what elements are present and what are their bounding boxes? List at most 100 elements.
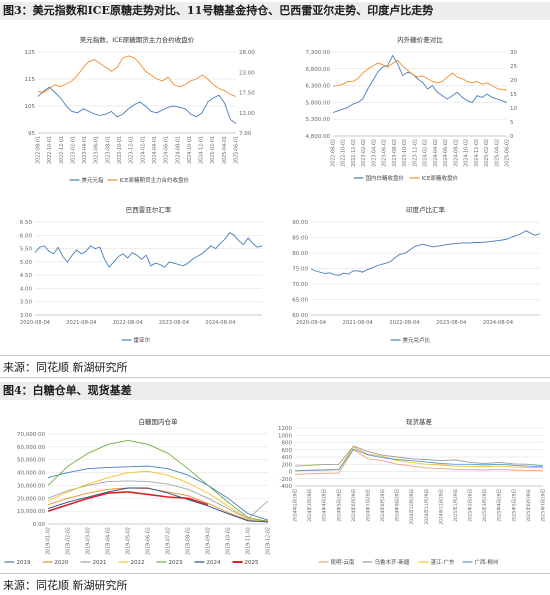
legend-label: 广西-柳州 bbox=[475, 558, 499, 566]
x-tick-label: 2022-10-02 bbox=[341, 139, 347, 167]
x-tick-label: 2020-08-04 bbox=[296, 320, 327, 326]
y-tick-label: 4,800.00 bbox=[306, 134, 331, 140]
legend-label: 2021 bbox=[93, 560, 107, 566]
x-tick-label: 2024年3月29日 bbox=[306, 489, 313, 522]
x-tick-label: 2024-12-02 bbox=[474, 139, 480, 167]
y-tick-label: 1000 bbox=[278, 433, 292, 439]
y-tick-label: 50,000.00 bbox=[17, 458, 45, 464]
y2-tick-label: 10 bbox=[510, 106, 517, 112]
x-tick-label: 2019-09-02 bbox=[206, 527, 212, 555]
chart-brl: 巴西雷亚尔汇率 3.00 3.50 4.00 4.50 5.00 5.50 6.00 6.50 2… bbox=[0, 200, 275, 352]
y-tick-label: 4.50 bbox=[20, 273, 33, 279]
figure4-title: 图4：白糖仓单、现货基差 bbox=[0, 382, 550, 400]
x-tick-label: 2025-06-01 bbox=[234, 136, 240, 164]
y-tick-label: 6.50 bbox=[20, 220, 33, 226]
series-line bbox=[47, 470, 269, 523]
x-tick-label: 2025-06-02 bbox=[505, 139, 511, 167]
series-line bbox=[294, 448, 544, 472]
legend-label: 国内白糖收盘价 bbox=[366, 174, 405, 182]
y2-tick-label: 17.50 bbox=[239, 91, 255, 97]
x-tick-label: 2022-12-01 bbox=[59, 136, 65, 164]
x-tick-label: 2024-08-04 bbox=[205, 320, 236, 326]
x-tick-label: 2020-08-04 bbox=[20, 320, 51, 326]
x-tick-label: 2021-08-04 bbox=[66, 320, 97, 326]
chart-inr: 印度卢比汇率 60.00 65.00 70.00 75.00 80.00 85.00 90.0… bbox=[275, 200, 550, 352]
x-tick-label: 2023-06-02 bbox=[382, 139, 388, 167]
x-tick-label: 2024-02-01 bbox=[140, 136, 146, 164]
y2-tick-label: 12.00 bbox=[239, 111, 255, 117]
series-line bbox=[294, 445, 544, 467]
series-line bbox=[47, 439, 269, 522]
x-tick-label: 2024年10月29日 bbox=[408, 489, 415, 525]
x-tick-label: 2024-04-01 bbox=[152, 136, 158, 164]
y-tick-label: 10,000.00 bbox=[17, 509, 45, 515]
y-tick-label: 0 bbox=[289, 470, 293, 476]
x-tick-label: 2022-08-04 bbox=[113, 320, 144, 326]
x-tick-label: 2024-06-02 bbox=[443, 139, 449, 167]
x-tick-label: 2019-04-02 bbox=[106, 527, 112, 555]
series-line bbox=[310, 230, 541, 276]
y-tick-label: 70,000.00 bbox=[17, 432, 45, 438]
x-tick-label: 2023-08-04 bbox=[436, 320, 467, 326]
x-tick-label: 2022-08-01 bbox=[36, 136, 42, 164]
series-line bbox=[34, 232, 263, 268]
y-tick-label: 0.00 bbox=[33, 522, 46, 528]
x-tick-label: 2019-08-02 bbox=[186, 527, 192, 555]
y-tick-label: -200 bbox=[280, 477, 293, 483]
y-tick-label: 5.50 bbox=[20, 247, 33, 253]
x-tick-label: 2023-12-02 bbox=[412, 139, 418, 167]
x-tick-label: 2025年7月29日 bbox=[540, 489, 547, 522]
y-tick-label: 5,300.00 bbox=[306, 117, 331, 123]
x-tick-label: 2024-10-01 bbox=[187, 136, 193, 164]
x-tick-label: 2022-08-02 bbox=[331, 139, 337, 167]
y-tick-label: 400 bbox=[282, 455, 293, 461]
chart-title: 巴西雷亚尔汇率 bbox=[126, 205, 172, 214]
figure3-source: 来源：同花顺 新湖研究所 bbox=[3, 361, 128, 374]
x-tick-label: 2023-02-02 bbox=[361, 139, 367, 167]
legend-label: 美元兑卢比 bbox=[403, 336, 431, 344]
chart-title: 内外糖价差对比 bbox=[397, 35, 443, 44]
x-tick-label: 2024年6月29日 bbox=[350, 489, 357, 522]
y-tick-label: 40,000.00 bbox=[17, 471, 45, 477]
divider bbox=[0, 355, 550, 356]
y-tick-label: 6.00 bbox=[20, 233, 33, 239]
x-tick-label: 2024年9月29日 bbox=[394, 489, 401, 522]
y2-tick-label: 7.00 bbox=[239, 131, 252, 137]
y2-tick-label: 0 bbox=[510, 134, 514, 140]
x-tick-label: 2023-10-01 bbox=[117, 136, 123, 164]
series-line bbox=[47, 487, 269, 523]
series-line bbox=[47, 465, 269, 521]
y-tick-label: 5.00 bbox=[20, 260, 33, 266]
y-tick-label: 1200 bbox=[278, 426, 292, 432]
y2-tick-label: 25 bbox=[510, 64, 517, 70]
y-tick-label: 95 bbox=[28, 131, 35, 137]
legend-label: 2019 bbox=[17, 560, 31, 566]
x-tick-label: 2019-02-02 bbox=[66, 527, 72, 555]
x-tick-label: 2023-12-01 bbox=[129, 136, 135, 164]
x-tick-label: 2019-05-02 bbox=[126, 527, 132, 555]
y-tick-label: 75.00 bbox=[292, 267, 308, 273]
legend-label: 乌鲁木齐-新疆 bbox=[375, 558, 410, 566]
x-tick-label: 2024-06-01 bbox=[164, 136, 170, 164]
legend-label: 2025 bbox=[245, 560, 259, 566]
x-tick-label: 2019-01-02 bbox=[46, 527, 52, 555]
y-tick-label: 105 bbox=[25, 104, 36, 110]
y2-tick-label: 23.00 bbox=[239, 70, 255, 76]
chart-title: 白糖国内仓单 bbox=[139, 417, 179, 426]
x-tick-label: 2025年4月29日 bbox=[496, 489, 503, 522]
x-tick-label: 2019-03-02 bbox=[86, 527, 92, 555]
y-tick-label: 65.00 bbox=[292, 298, 308, 304]
x-tick-label: 2024-08-01 bbox=[175, 136, 181, 164]
series-line bbox=[294, 449, 544, 475]
x-tick-label: 2025年5月29日 bbox=[510, 489, 517, 522]
x-tick-label: 2024年11月29日 bbox=[423, 489, 430, 525]
x-tick-label: 2023-08-02 bbox=[392, 139, 398, 167]
x-tick-label: 2025-02-02 bbox=[484, 139, 490, 167]
x-tick-label: 2024-04-02 bbox=[433, 139, 439, 167]
x-tick-label: 2025年2月28日 bbox=[467, 489, 474, 522]
series-line bbox=[332, 59, 507, 91]
chart-title: 现货基差 bbox=[406, 417, 433, 426]
x-tick-label: 2023-06-01 bbox=[94, 136, 100, 164]
legend-label: 2020 bbox=[55, 560, 69, 566]
y-tick-label: 6,300.00 bbox=[306, 84, 331, 90]
